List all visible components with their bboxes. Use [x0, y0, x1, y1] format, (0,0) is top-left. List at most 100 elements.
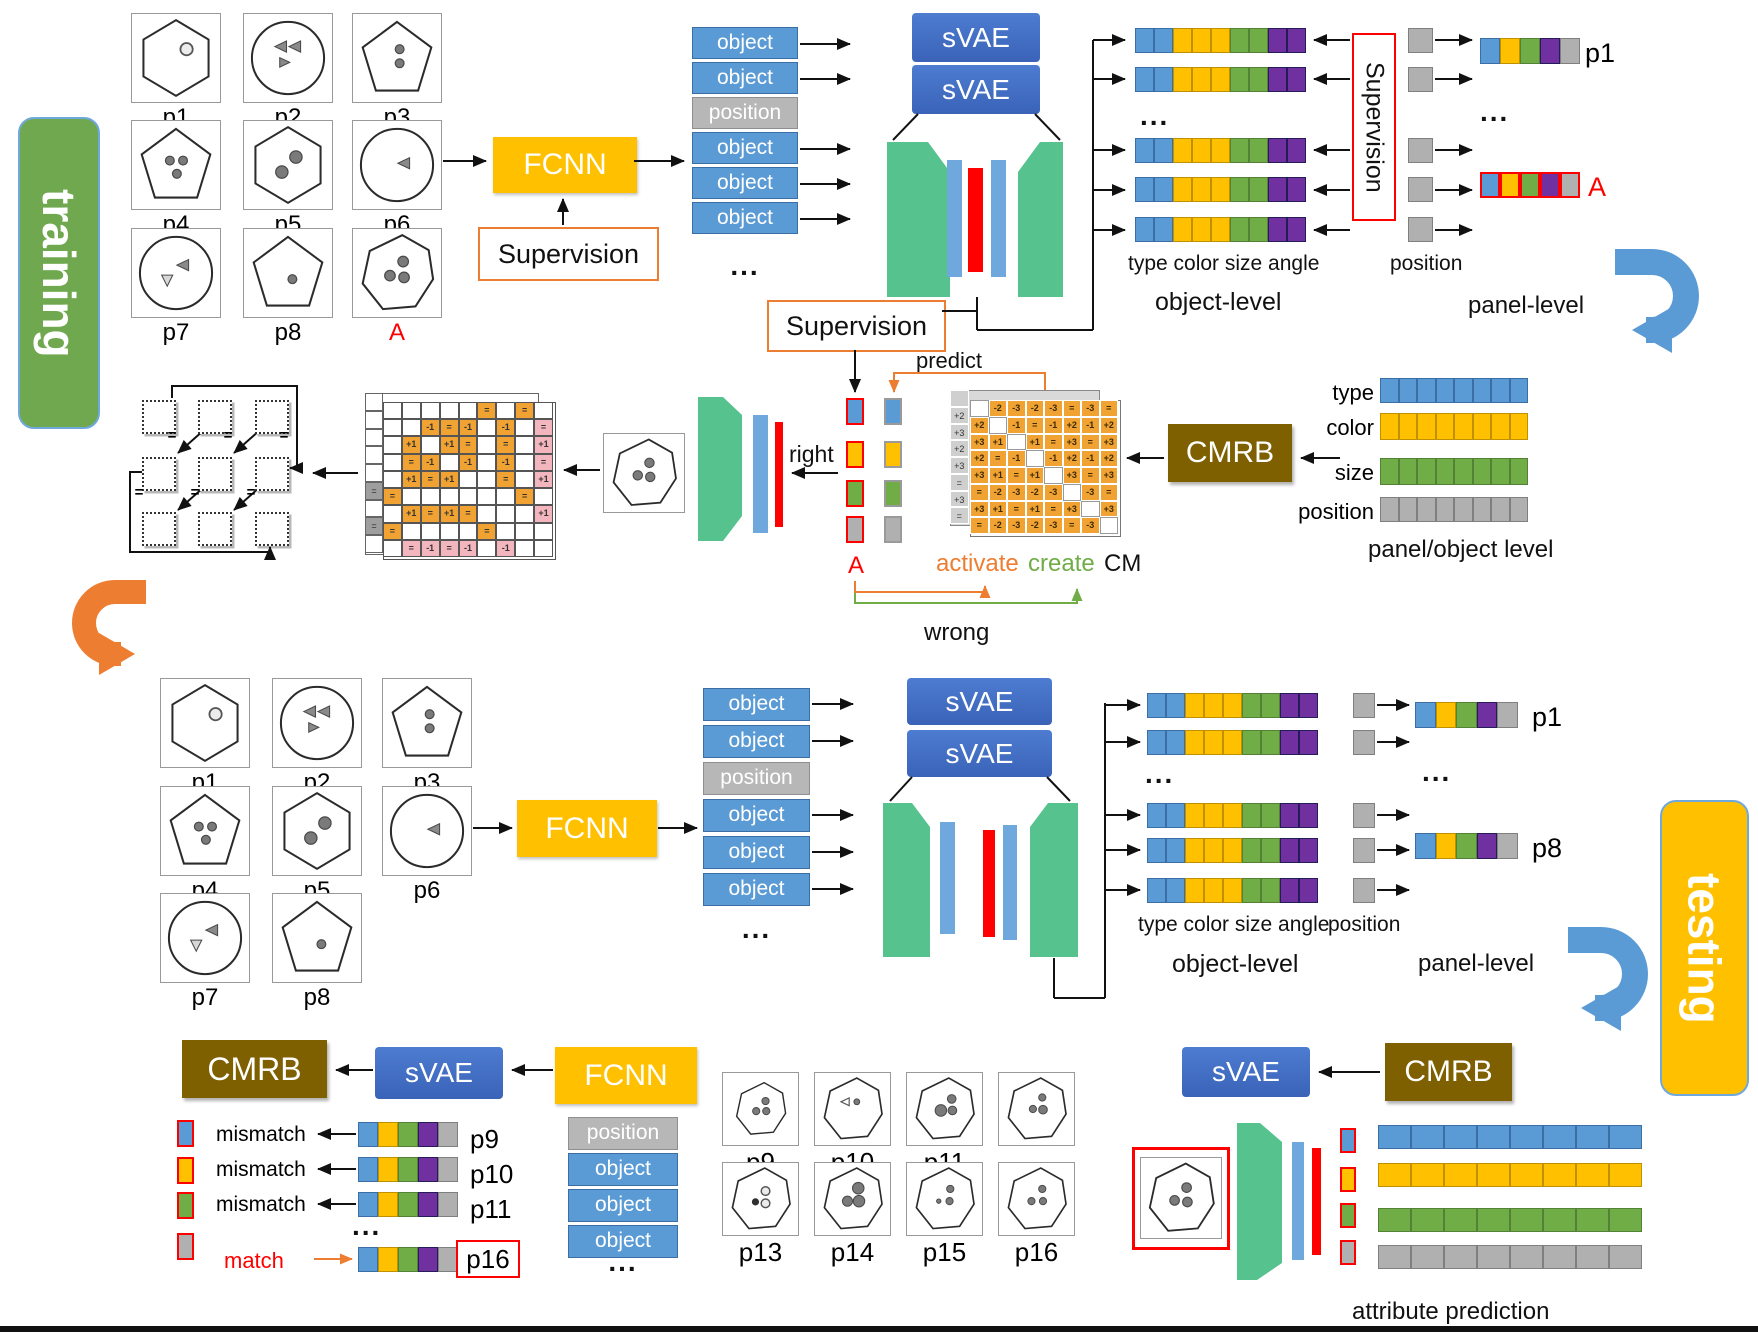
testing-grid-panel-p6: [382, 786, 472, 876]
cm-matrix-back-cell: +3: [950, 423, 969, 441]
attr-bar-position-sq-gray: [1491, 497, 1510, 522]
attr-prediction-bar-green-sq-green: [1510, 1208, 1543, 1232]
attr-bar-size-sq-green: [1380, 458, 1399, 485]
attr-prediction-small-square-blue: [1340, 1128, 1356, 1153]
match-list-bar-match-sq-green: [398, 1247, 418, 1272]
panel-level-bar-p1-testing-sq-gray: [1497, 702, 1518, 728]
object-level-bar-training-3-sq-blue: [1154, 177, 1173, 202]
attr-bar-label-position: position: [1298, 499, 1374, 524]
panel-level-label-training: panel-level: [1468, 292, 1585, 319]
cm-matrix-cell: +1: [988, 467, 1007, 484]
attr-bar-size-sq-green: [1472, 458, 1491, 485]
activated-matrix-cell: [439, 522, 459, 540]
attr-bar-position-sq-gray: [1472, 497, 1491, 522]
attr-bar-label-color: color: [1326, 415, 1374, 440]
answer-attr-square-yellow: [846, 441, 864, 468]
position-square-testing-4: [1353, 878, 1375, 903]
cm-matrix-cell: =: [1025, 416, 1044, 434]
svae-box-bottom-left: sVAE: [375, 1047, 503, 1099]
rule-grid-cell-r3c3: [255, 512, 289, 546]
attr-prediction-bar-yellow-sq-yellow: [1378, 1163, 1411, 1187]
reconstructed-panel-shape: [612, 438, 677, 506]
supervision-box-predict: Supervision: [767, 300, 946, 352]
attr-bar-color-sq-yellow: [1380, 413, 1399, 440]
cm-matrix-cell: +3: [970, 433, 989, 451]
activated-matrix-cell: [477, 470, 497, 489]
attr-prediction-bar-green-sq-green: [1411, 1208, 1444, 1232]
attr-prediction-bar-yellow-sq-yellow: [1543, 1163, 1576, 1187]
object-level-bar-testing-2-sq-purple: [1299, 803, 1318, 828]
training-grid-panel-p7: [131, 228, 221, 318]
panel-level-bar-label-A-training: A: [1588, 172, 1607, 202]
activated-matrix-cell: [477, 539, 497, 557]
match-list-bar-match-sq-blue: [358, 1247, 378, 1272]
candidates-row2-panel-label-p14: p14: [830, 1237, 875, 1267]
panel-level-bar-p8-testing-sq-green: [1456, 833, 1477, 859]
right-label: right: [789, 441, 834, 467]
activated-matrix-cell: [477, 488, 497, 506]
object-level-bar-testing-1-sq-purple: [1280, 730, 1299, 755]
candidates-row2-panel-p16: [998, 1162, 1075, 1236]
activated-matrix-header-cell: [365, 446, 383, 465]
cm-matrix-cell: =: [1007, 467, 1026, 484]
position-square-training-4: [1408, 217, 1433, 242]
match-list-attr-square-green: [177, 1192, 194, 1219]
attr-prediction-bar-blue-sq-blue: [1510, 1125, 1543, 1149]
cm-matrix-cell: +2: [1062, 450, 1081, 467]
cm-matrix-cell: -2: [1025, 483, 1044, 501]
attr-prediction-bar-yellow-sq-yellow: [1477, 1163, 1510, 1187]
stack-testing-row-1-object: object: [703, 725, 810, 758]
activated-matrix-cell: [401, 402, 421, 420]
testing-grid-panel-p7-shape: [167, 900, 243, 976]
testing-grid-panel-p5-shape: [283, 791, 351, 871]
match-list-bar-match-sq-yellow: [378, 1247, 398, 1272]
object-level-bar-training-4-sq-blue: [1135, 217, 1154, 242]
object-level-bar-testing-3-sq-yellow: [1223, 838, 1242, 863]
object-level-bar-testing-0-sq-purple: [1280, 693, 1299, 718]
cm-matrix-cell: [1062, 483, 1081, 501]
panel-level-bar-p8-testing-sq-yellow: [1435, 833, 1456, 859]
attr-prediction-bar-gray-sq-gray: [1510, 1245, 1543, 1269]
object-level-bar-testing-1-sq-purple: [1299, 730, 1318, 755]
rule-grid-cell-r1c2: [198, 400, 232, 434]
object-level-bar-training-3-sq-purple: [1268, 177, 1287, 202]
activated-matrix-cell: =: [477, 522, 497, 540]
attr-bar-size-sq-green: [1491, 458, 1510, 485]
object-level-bar-training-2-sq-blue: [1135, 138, 1154, 163]
stack-bottom-row-0-position: position: [568, 1117, 678, 1150]
object-level-bar-testing-4-sq-green: [1242, 878, 1261, 903]
cm-matrix-cell: +3: [970, 500, 989, 518]
candidates-row2-panel-p15-shape: [915, 1167, 975, 1230]
attr-bar-type-sq-blue: [1472, 378, 1491, 403]
object-level-bar-training-2-sq-yellow: [1211, 138, 1230, 163]
rule-grid-equals-4: =: [190, 484, 200, 501]
object-level-bar-testing-1-sq-yellow: [1223, 730, 1242, 755]
activated-matrix-cell: [383, 539, 402, 557]
object-level-bar-testing-0-sq-yellow: [1223, 693, 1242, 718]
attr-bar-type-sq-blue: [1509, 378, 1528, 403]
cm-matrix-cell: +1: [1025, 500, 1044, 518]
activated-matrix-cell: =: [401, 539, 421, 557]
fcnn-box-training: FCNN: [493, 137, 637, 193]
panel-level-bar-A-training-sq-purple: [1540, 172, 1560, 198]
candidates-row1-panel-u3: [998, 1072, 1075, 1146]
testing-grid-panel-label-p6: p6: [413, 877, 441, 904]
activated-matrix-header-cell: [365, 393, 383, 411]
attr-prediction-bar-gray-sq-gray: [1609, 1245, 1642, 1269]
candidates-row1-panel-p9: [722, 1072, 799, 1146]
object-level-bar-testing-0-sq-blue: [1166, 693, 1185, 718]
activated-matrix-cell: +1: [534, 470, 553, 489]
attr-bar-color-sq-yellow: [1509, 413, 1528, 440]
predicted-attr-square-blue: [884, 398, 902, 425]
attr-prediction-bar-blue-sq-blue: [1576, 1125, 1609, 1149]
object-level-bar-testing-0-sq-yellow: [1185, 693, 1204, 718]
activated-matrix-cell: [439, 488, 459, 506]
match-list-bar-p11-sq-green: [398, 1192, 418, 1217]
match-list-result-2: mismatch: [216, 1193, 306, 1216]
object-level-bar-testing-3-sq-yellow: [1185, 838, 1204, 863]
object-level-bar-training-1-sq-blue: [1135, 67, 1154, 92]
training-grid-panel-p1-shape: [142, 18, 210, 98]
cm-matrix-cell: -3: [1044, 483, 1063, 501]
cm-matrix-cell: -3: [1081, 517, 1100, 534]
object-level-bar-training-0-sq-purple: [1268, 28, 1287, 53]
